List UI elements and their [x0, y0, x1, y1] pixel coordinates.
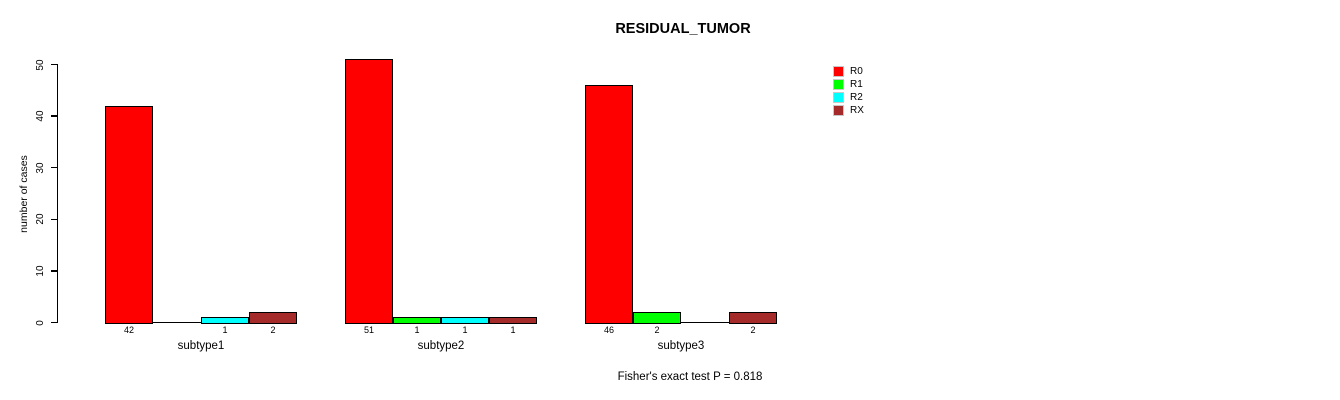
bar-value-label: 51: [363, 325, 374, 335]
bar-value-label: 1: [414, 325, 420, 335]
bar-r1-subtype2: [393, 317, 441, 324]
statistical-test-annotation: Fisher's exact test P = 0.818: [617, 371, 763, 383]
bar-r2-subtype1: [201, 317, 249, 324]
bar-value-label: 42: [123, 325, 134, 335]
legend-swatch-rx: [833, 105, 844, 116]
bar-value-label: 2: [654, 325, 660, 335]
legend-label: RX: [850, 105, 864, 116]
bar-rx-subtype2: [489, 317, 537, 324]
bar-value-label: 2: [270, 325, 276, 335]
bar-value-label: 1: [510, 325, 516, 335]
y-tick-mark: [50, 115, 57, 117]
y-tick-mark: [50, 321, 57, 324]
y-axis-line: [56, 64, 58, 323]
legend-label: R2: [850, 92, 863, 103]
y-tick-label: 40: [34, 110, 46, 122]
y-tick-label: 0: [34, 319, 46, 326]
bar-r2-subtype2: [441, 317, 489, 324]
bar-r0-subtype1: [105, 105, 153, 324]
x-category-label: subtype1: [177, 340, 225, 352]
chart-title: RESIDUAL_TUMOR: [615, 21, 751, 37]
y-tick-mark: [50, 166, 57, 169]
bar-value-label: 1: [222, 325, 228, 335]
legend-swatch-r2: [833, 92, 844, 103]
bar-rx-subtype3: [729, 312, 777, 324]
legend-swatch-r1: [833, 79, 844, 90]
x-category-label: subtype3: [657, 340, 705, 352]
y-axis-title: number of cases: [18, 154, 30, 233]
bar-value-label: 2: [750, 325, 756, 335]
group-baseline: [585, 321, 777, 323]
y-tick-label: 20: [34, 213, 46, 225]
x-category-label: subtype2: [417, 340, 465, 352]
bar-rx-subtype1: [249, 312, 297, 324]
bar-r1-subtype3: [633, 312, 681, 324]
bar-value-label: 1: [462, 325, 468, 335]
y-tick-mark: [50, 63, 57, 66]
bar-value-label: 46: [603, 325, 614, 335]
legend-label: R0: [850, 66, 863, 77]
legend-swatch-r0: [833, 66, 844, 77]
y-tick-mark: [50, 218, 57, 221]
y-tick-label: 10: [34, 265, 46, 277]
bar-r0-subtype2: [345, 59, 393, 324]
y-tick-label: 30: [34, 162, 46, 174]
legend-label: R1: [850, 79, 863, 90]
bar-r0-subtype3: [585, 85, 633, 324]
y-tick-mark: [50, 270, 57, 272]
y-tick-label: 50: [34, 58, 46, 71]
